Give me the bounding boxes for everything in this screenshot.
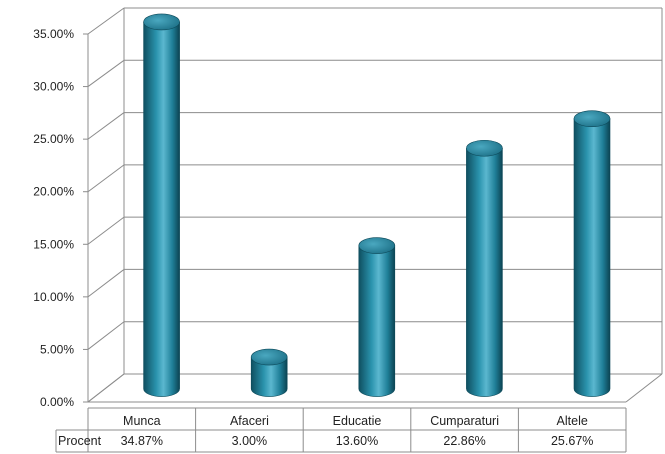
grid-layer (87, 7, 663, 403)
x-category-label: Altele (557, 414, 588, 428)
y-tick-label: 15.00% (33, 237, 74, 251)
data-value-label: 3.00% (232, 434, 267, 448)
gridline-side (87, 216, 125, 245)
data-value-label: 13.60% (336, 434, 378, 448)
gridline-side (87, 321, 125, 350)
bar-top (573, 110, 611, 127)
bar-body (250, 356, 288, 397)
y-axis: 0.00% 5.00% 10.00% 15.00% 20.00% 25.00% 30.00%… (33, 27, 88, 409)
bar-top (250, 348, 288, 366)
y-tick-label: 25.00% (33, 132, 74, 146)
x-category-label: Cumparaturi (430, 414, 499, 428)
bar-layer (143, 13, 611, 397)
y-tick-label: 0.00% (40, 395, 74, 409)
gridline-side (87, 164, 125, 193)
bar-top (358, 237, 396, 254)
x-category-label: Munca (123, 414, 161, 428)
bar-body (573, 118, 611, 397)
y-tick-label: 5.00% (40, 342, 74, 356)
bar-afaceri (250, 348, 288, 397)
data-value-label: 34.87% (121, 434, 163, 448)
x-category-label: Afaceri (230, 414, 269, 428)
y-tick-label: 35.00% (33, 27, 74, 41)
bar-educatie (358, 237, 396, 397)
data-value-label: 25.67% (551, 434, 593, 448)
gridline-side (87, 269, 125, 298)
gridline-side (87, 373, 125, 403)
y-tick-label: 10.00% (33, 290, 74, 304)
data-table: Procent Munca 34.87% Afaceri 3.00% Educatie 13… (55, 407, 627, 453)
bar-altele (573, 110, 611, 397)
bar-body (358, 245, 396, 397)
bar-munca (143, 13, 180, 397)
bar-cumparaturi (466, 139, 503, 397)
legend-series-name: Procent (58, 434, 102, 448)
bar-top (466, 139, 503, 157)
gridline-side (87, 7, 125, 35)
gridline-side (87, 59, 125, 87)
bar-body (466, 147, 503, 397)
floor-right-edge (625, 373, 663, 403)
gridline-side (87, 112, 125, 140)
y-tick-label: 30.00% (33, 80, 74, 94)
bar-top (143, 13, 180, 31)
bar-body (143, 21, 180, 397)
y-tick-label: 20.00% (33, 185, 74, 199)
x-category-label: Educatie (333, 414, 382, 428)
data-value-label: 22.86% (443, 434, 485, 448)
